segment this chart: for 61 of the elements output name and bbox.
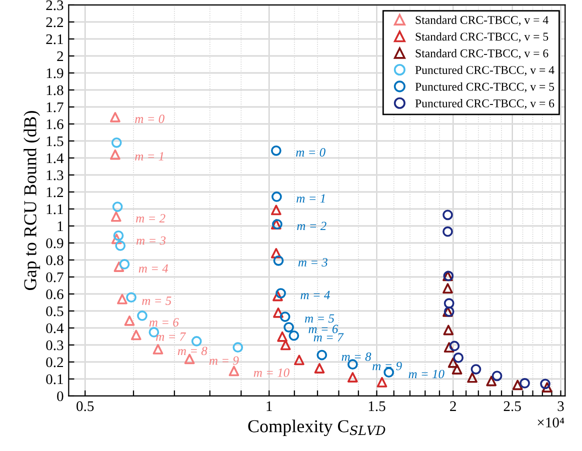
y-tick-label: 0.3	[46, 340, 64, 350]
legend-label: Punctured CRC-TBCC, v = 6	[415, 99, 554, 110]
annotation: m = 9	[372, 362, 402, 370]
x-tick-label: 2.5	[504, 401, 521, 412]
annotation: m = 4	[300, 290, 330, 300]
annotation: m = 3	[136, 236, 166, 245]
y-tick-label: 2	[57, 51, 64, 62]
legend-label: Standard CRC-TBCC, v = 5	[416, 32, 548, 42]
annotation: m = 6	[308, 324, 338, 334]
y-tick-label: 0.7	[46, 272, 64, 282]
annotation: m = 10	[254, 368, 290, 377]
y-tick-label: 1.5	[46, 136, 64, 146]
annotation: m = 0	[296, 148, 326, 157]
y-tick-label: 0.6	[46, 289, 64, 300]
annotation: m = 9	[209, 356, 239, 365]
annotation: m = 2	[136, 214, 166, 222]
x-tick-label: 2	[450, 401, 456, 411]
y-tick-label: 1.4	[46, 153, 64, 164]
x-tick-label: 0.5	[76, 401, 94, 412]
y-tick-label: 1.8	[46, 85, 64, 96]
annotation: m = 5	[142, 296, 172, 305]
annotation: m = 1	[296, 194, 325, 203]
y-tick-label: 0.2	[46, 357, 64, 368]
x-tick-label: 3	[558, 401, 564, 412]
annotation: m = 5	[304, 314, 334, 323]
x-axis-title: Complexity C$_{SLVD}$	[248, 420, 386, 436]
y-tick-label: 2.1	[46, 34, 63, 44]
y-tick-label: 1.9	[46, 68, 64, 78]
annotation: m = 3	[298, 258, 328, 267]
annotation: m = 1	[135, 152, 164, 160]
annotation: m = 4	[138, 264, 168, 273]
y-tick-label: 0.4	[46, 323, 64, 334]
y-tick-label: 0.5	[46, 306, 64, 316]
y-tick-label: 0.8	[46, 255, 64, 266]
y-tick-label: 1.7	[46, 102, 64, 112]
annotation: m = 8	[342, 352, 372, 361]
annotation: m = 6	[149, 318, 179, 327]
y-tick-label: 1.3	[46, 170, 64, 180]
legend-label: Standard CRC-TBCC, v = 4	[416, 16, 548, 26]
x-tick-label: 1	[266, 401, 272, 411]
y-tick-label: 1	[58, 221, 63, 232]
legend-label: Punctured CRC-TBCC, v = 5	[415, 82, 554, 92]
annotation: m = 8	[178, 346, 208, 356]
y-tick-label: 1.1	[46, 204, 63, 214]
annotation: m = 10	[408, 370, 444, 378]
annotation: m = 7	[314, 333, 344, 342]
legend-label: Punctured CRC-TBCC, v = 4	[415, 66, 554, 76]
y-tick-label: 0.1	[46, 374, 63, 384]
annotation: m = 0	[135, 114, 164, 124]
y-tick-label: 0	[57, 391, 64, 402]
y-axis-title: Gap to RCU Bound (dB)	[24, 110, 40, 290]
y-tick-label: 1.2	[46, 187, 64, 198]
annotation: m = 2	[297, 222, 326, 230]
y-tick-label: 2.2	[46, 17, 64, 28]
y-tick-label: 2.3	[46, 0, 64, 10]
legend-label: Standard CRC-TBCC, v = 6	[416, 49, 548, 60]
annotation: m = 7	[156, 332, 186, 341]
y-tick-label: 0.9	[46, 238, 64, 248]
y-tick-label: 1.6	[46, 119, 64, 130]
text: ×10⁴	[538, 418, 564, 428]
x-tick-label: 1.5	[368, 401, 386, 412]
